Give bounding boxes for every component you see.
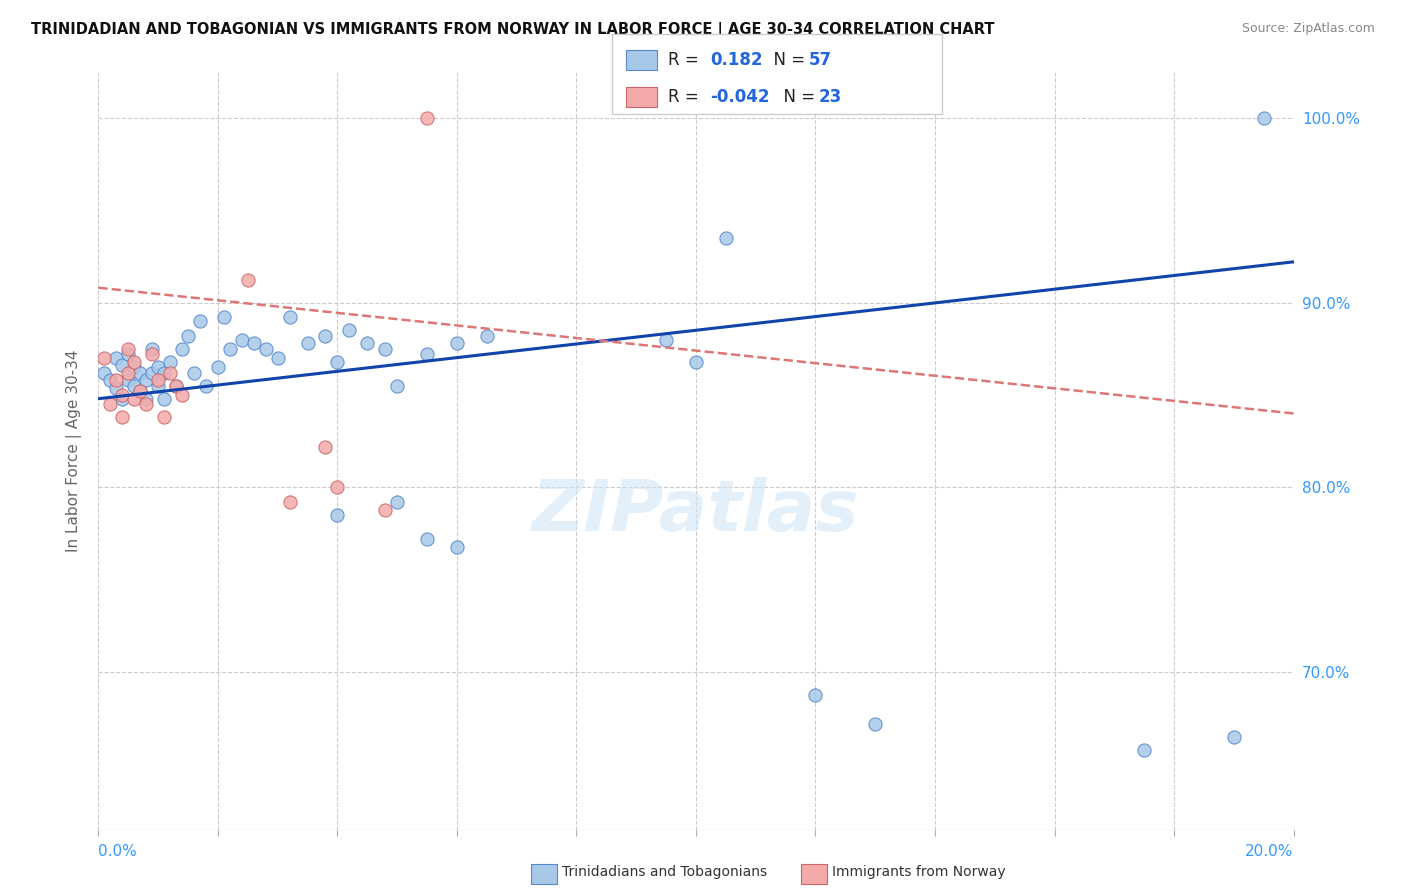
Point bbox=[177, 328, 200, 343]
Point bbox=[236, 273, 259, 287]
Point bbox=[416, 533, 439, 547]
Point bbox=[105, 381, 128, 395]
Point bbox=[124, 378, 146, 392]
Point bbox=[714, 231, 737, 245]
Point bbox=[297, 336, 319, 351]
Point bbox=[117, 342, 139, 356]
Point bbox=[153, 392, 176, 406]
Point bbox=[159, 366, 181, 380]
Point bbox=[416, 347, 439, 361]
Text: 23: 23 bbox=[818, 87, 842, 105]
Point bbox=[804, 688, 827, 702]
Point bbox=[278, 310, 301, 325]
Point bbox=[135, 397, 157, 411]
Point bbox=[315, 440, 337, 454]
Text: N =: N = bbox=[763, 51, 811, 69]
Point bbox=[148, 378, 170, 392]
Point bbox=[165, 378, 187, 392]
Point bbox=[475, 328, 498, 343]
Text: -0.042: -0.042 bbox=[710, 87, 769, 105]
Point bbox=[278, 495, 301, 509]
Point bbox=[326, 508, 349, 523]
Point bbox=[339, 323, 361, 337]
Point bbox=[148, 360, 170, 375]
Point bbox=[172, 342, 194, 356]
Point bbox=[159, 354, 181, 368]
Point bbox=[124, 354, 146, 368]
Point bbox=[135, 373, 157, 387]
Point bbox=[207, 360, 229, 375]
Point bbox=[254, 342, 277, 356]
Point bbox=[243, 336, 266, 351]
Point bbox=[153, 366, 176, 380]
Text: Trinidadians and Tobagonians: Trinidadians and Tobagonians bbox=[562, 865, 768, 880]
Point bbox=[93, 351, 115, 365]
Point bbox=[117, 366, 139, 380]
Point bbox=[326, 480, 349, 494]
Point bbox=[865, 717, 887, 731]
Point bbox=[446, 540, 468, 554]
Point bbox=[231, 333, 253, 347]
Text: 57: 57 bbox=[808, 51, 831, 69]
Text: R =: R = bbox=[668, 51, 704, 69]
Point bbox=[141, 347, 163, 361]
Point bbox=[1133, 743, 1156, 757]
Point bbox=[374, 342, 396, 356]
Point bbox=[212, 310, 235, 325]
Text: R =: R = bbox=[668, 87, 704, 105]
Point bbox=[188, 314, 211, 328]
Point bbox=[93, 366, 115, 380]
Point bbox=[141, 366, 163, 380]
Text: 20.0%: 20.0% bbox=[1246, 845, 1294, 859]
Point bbox=[685, 354, 707, 368]
Point bbox=[98, 373, 122, 387]
Point bbox=[326, 354, 349, 368]
Point bbox=[141, 342, 163, 356]
Point bbox=[117, 373, 139, 387]
Point bbox=[385, 495, 409, 509]
Point bbox=[129, 366, 152, 380]
Text: Immigrants from Norway: Immigrants from Norway bbox=[832, 865, 1005, 880]
Text: Source: ZipAtlas.com: Source: ZipAtlas.com bbox=[1241, 22, 1375, 36]
Text: ZIPatlas: ZIPatlas bbox=[533, 476, 859, 546]
Point bbox=[111, 359, 134, 373]
Text: 0.0%: 0.0% bbox=[98, 845, 138, 859]
Point bbox=[153, 410, 176, 425]
Point bbox=[1253, 111, 1275, 125]
Point bbox=[385, 378, 409, 392]
Point bbox=[183, 366, 205, 380]
Point bbox=[129, 384, 152, 399]
Point bbox=[315, 328, 337, 343]
Point bbox=[111, 388, 134, 402]
Point bbox=[148, 373, 170, 387]
Point bbox=[111, 392, 134, 406]
Point bbox=[416, 111, 439, 125]
Text: N =: N = bbox=[773, 87, 821, 105]
Point bbox=[446, 336, 468, 351]
Point bbox=[267, 351, 290, 365]
Point bbox=[195, 378, 218, 392]
Point bbox=[374, 502, 396, 516]
Point bbox=[105, 351, 128, 365]
Point bbox=[111, 410, 134, 425]
Text: 0.182: 0.182 bbox=[710, 51, 762, 69]
Point bbox=[98, 397, 122, 411]
Point bbox=[105, 373, 128, 387]
Point bbox=[219, 342, 242, 356]
Point bbox=[117, 347, 139, 361]
Point bbox=[124, 360, 146, 375]
Point bbox=[165, 378, 187, 392]
Point bbox=[129, 384, 152, 399]
Point bbox=[135, 392, 157, 406]
Point bbox=[124, 392, 146, 406]
Text: TRINIDADIAN AND TOBAGONIAN VS IMMIGRANTS FROM NORWAY IN LABOR FORCE | AGE 30-34 : TRINIDADIAN AND TOBAGONIAN VS IMMIGRANTS… bbox=[31, 22, 994, 38]
Point bbox=[172, 388, 194, 402]
Point bbox=[1223, 730, 1246, 744]
Point bbox=[655, 333, 678, 347]
Y-axis label: In Labor Force | Age 30-34: In Labor Force | Age 30-34 bbox=[66, 349, 82, 552]
Point bbox=[356, 336, 378, 351]
